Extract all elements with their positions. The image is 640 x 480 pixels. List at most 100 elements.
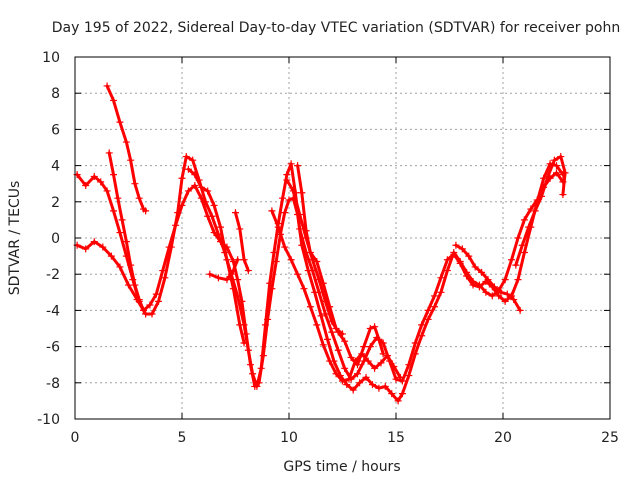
y-tick-label: 2: [51, 195, 60, 211]
data-point: [154, 297, 162, 305]
data-point: [341, 337, 349, 345]
series-line: [514, 155, 567, 267]
data-point: [553, 169, 560, 177]
data-point: [501, 276, 509, 284]
data-point: [178, 201, 186, 209]
data-point: [443, 267, 451, 275]
data-point: [255, 379, 263, 387]
data-point: [398, 390, 406, 398]
x-tick-label: 25: [601, 430, 619, 446]
data-point: [424, 315, 432, 323]
data-point: [379, 350, 387, 358]
data-point: [204, 212, 212, 220]
series-line: [186, 167, 246, 345]
data-point: [437, 274, 445, 282]
data-point: [287, 160, 295, 168]
data-point: [210, 201, 218, 209]
data-point: [418, 321, 426, 329]
data-point: [246, 361, 254, 369]
data-point: [116, 229, 124, 237]
y-tick-label: 0: [51, 231, 60, 247]
data-point: [456, 258, 464, 266]
data-point: [264, 315, 272, 323]
data-point: [313, 258, 321, 266]
data-point: [501, 297, 509, 305]
data-point: [159, 267, 167, 275]
data-point: [217, 223, 225, 231]
data-point: [362, 373, 370, 381]
y-tick-label: -4: [46, 303, 60, 319]
data-point: [326, 303, 334, 311]
data-point: [561, 169, 569, 177]
data-point: [559, 191, 567, 199]
data-point: [116, 263, 124, 271]
axis-ticks: 0 5 10 15 20 25 -10 -8 -6 -4 -2 0 2 4 6 8 10: [37, 50, 619, 446]
data-point: [388, 390, 396, 398]
y-tick-label: 8: [51, 86, 60, 102]
data-point: [366, 343, 374, 351]
series-line: [107, 151, 145, 312]
data-point: [259, 352, 267, 360]
data-point: [356, 379, 364, 387]
data-point: [313, 321, 321, 329]
data-point: [503, 290, 511, 298]
data-point: [514, 234, 522, 242]
data-point: [469, 277, 477, 285]
data-point: [116, 118, 124, 126]
data-point: [131, 281, 139, 289]
y-tick-label: -2: [46, 267, 60, 283]
series-track-d: [105, 149, 147, 314]
y-tick-label: 10: [42, 50, 60, 66]
data-point: [103, 187, 111, 195]
data-point: [223, 276, 231, 284]
data-point: [281, 243, 289, 251]
y-axis-label: SDTVAR / TECUs: [7, 181, 23, 296]
data-point: [135, 296, 143, 304]
data-point: [516, 306, 524, 314]
data-point: [272, 258, 280, 266]
data-point: [238, 297, 246, 305]
y-tick-label: -8: [46, 376, 60, 392]
data-point: [508, 256, 516, 264]
data-point: [306, 248, 314, 256]
x-tick-label: 5: [178, 430, 187, 446]
data-point: [289, 187, 297, 195]
x-axis-label: GPS time / hours: [283, 459, 400, 475]
data-point: [304, 267, 312, 275]
data-point: [251, 382, 259, 390]
data-point: [165, 243, 173, 251]
data-point: [364, 357, 372, 365]
series-track-f: [206, 256, 242, 284]
data-point: [463, 268, 471, 276]
data-point: [475, 281, 483, 289]
data-point: [518, 241, 526, 249]
data-point: [236, 225, 244, 233]
series-line: [105, 84, 148, 213]
data-point: [353, 370, 361, 378]
data-point: [206, 270, 214, 278]
data-point: [437, 288, 445, 296]
data-point: [471, 263, 479, 271]
series-track-k: [452, 241, 524, 314]
data-point: [118, 216, 126, 224]
data-point: [527, 205, 535, 213]
data-point: [236, 321, 244, 329]
data-point: [197, 194, 205, 202]
data-point: [411, 350, 419, 358]
data-point: [490, 283, 498, 291]
data-point: [375, 384, 383, 392]
data-point: [371, 364, 379, 372]
data-point: [281, 209, 289, 217]
data-point: [298, 189, 306, 197]
data-series: [73, 82, 569, 405]
data-point: [178, 174, 186, 182]
data-point: [274, 223, 282, 231]
data-point: [184, 165, 192, 173]
data-point: [371, 323, 379, 331]
data-point: [520, 216, 528, 224]
data-point: [538, 192, 546, 200]
data-point: [377, 359, 385, 367]
data-point: [368, 381, 376, 389]
x-tick-label: 0: [71, 430, 80, 446]
data-point: [268, 285, 276, 293]
